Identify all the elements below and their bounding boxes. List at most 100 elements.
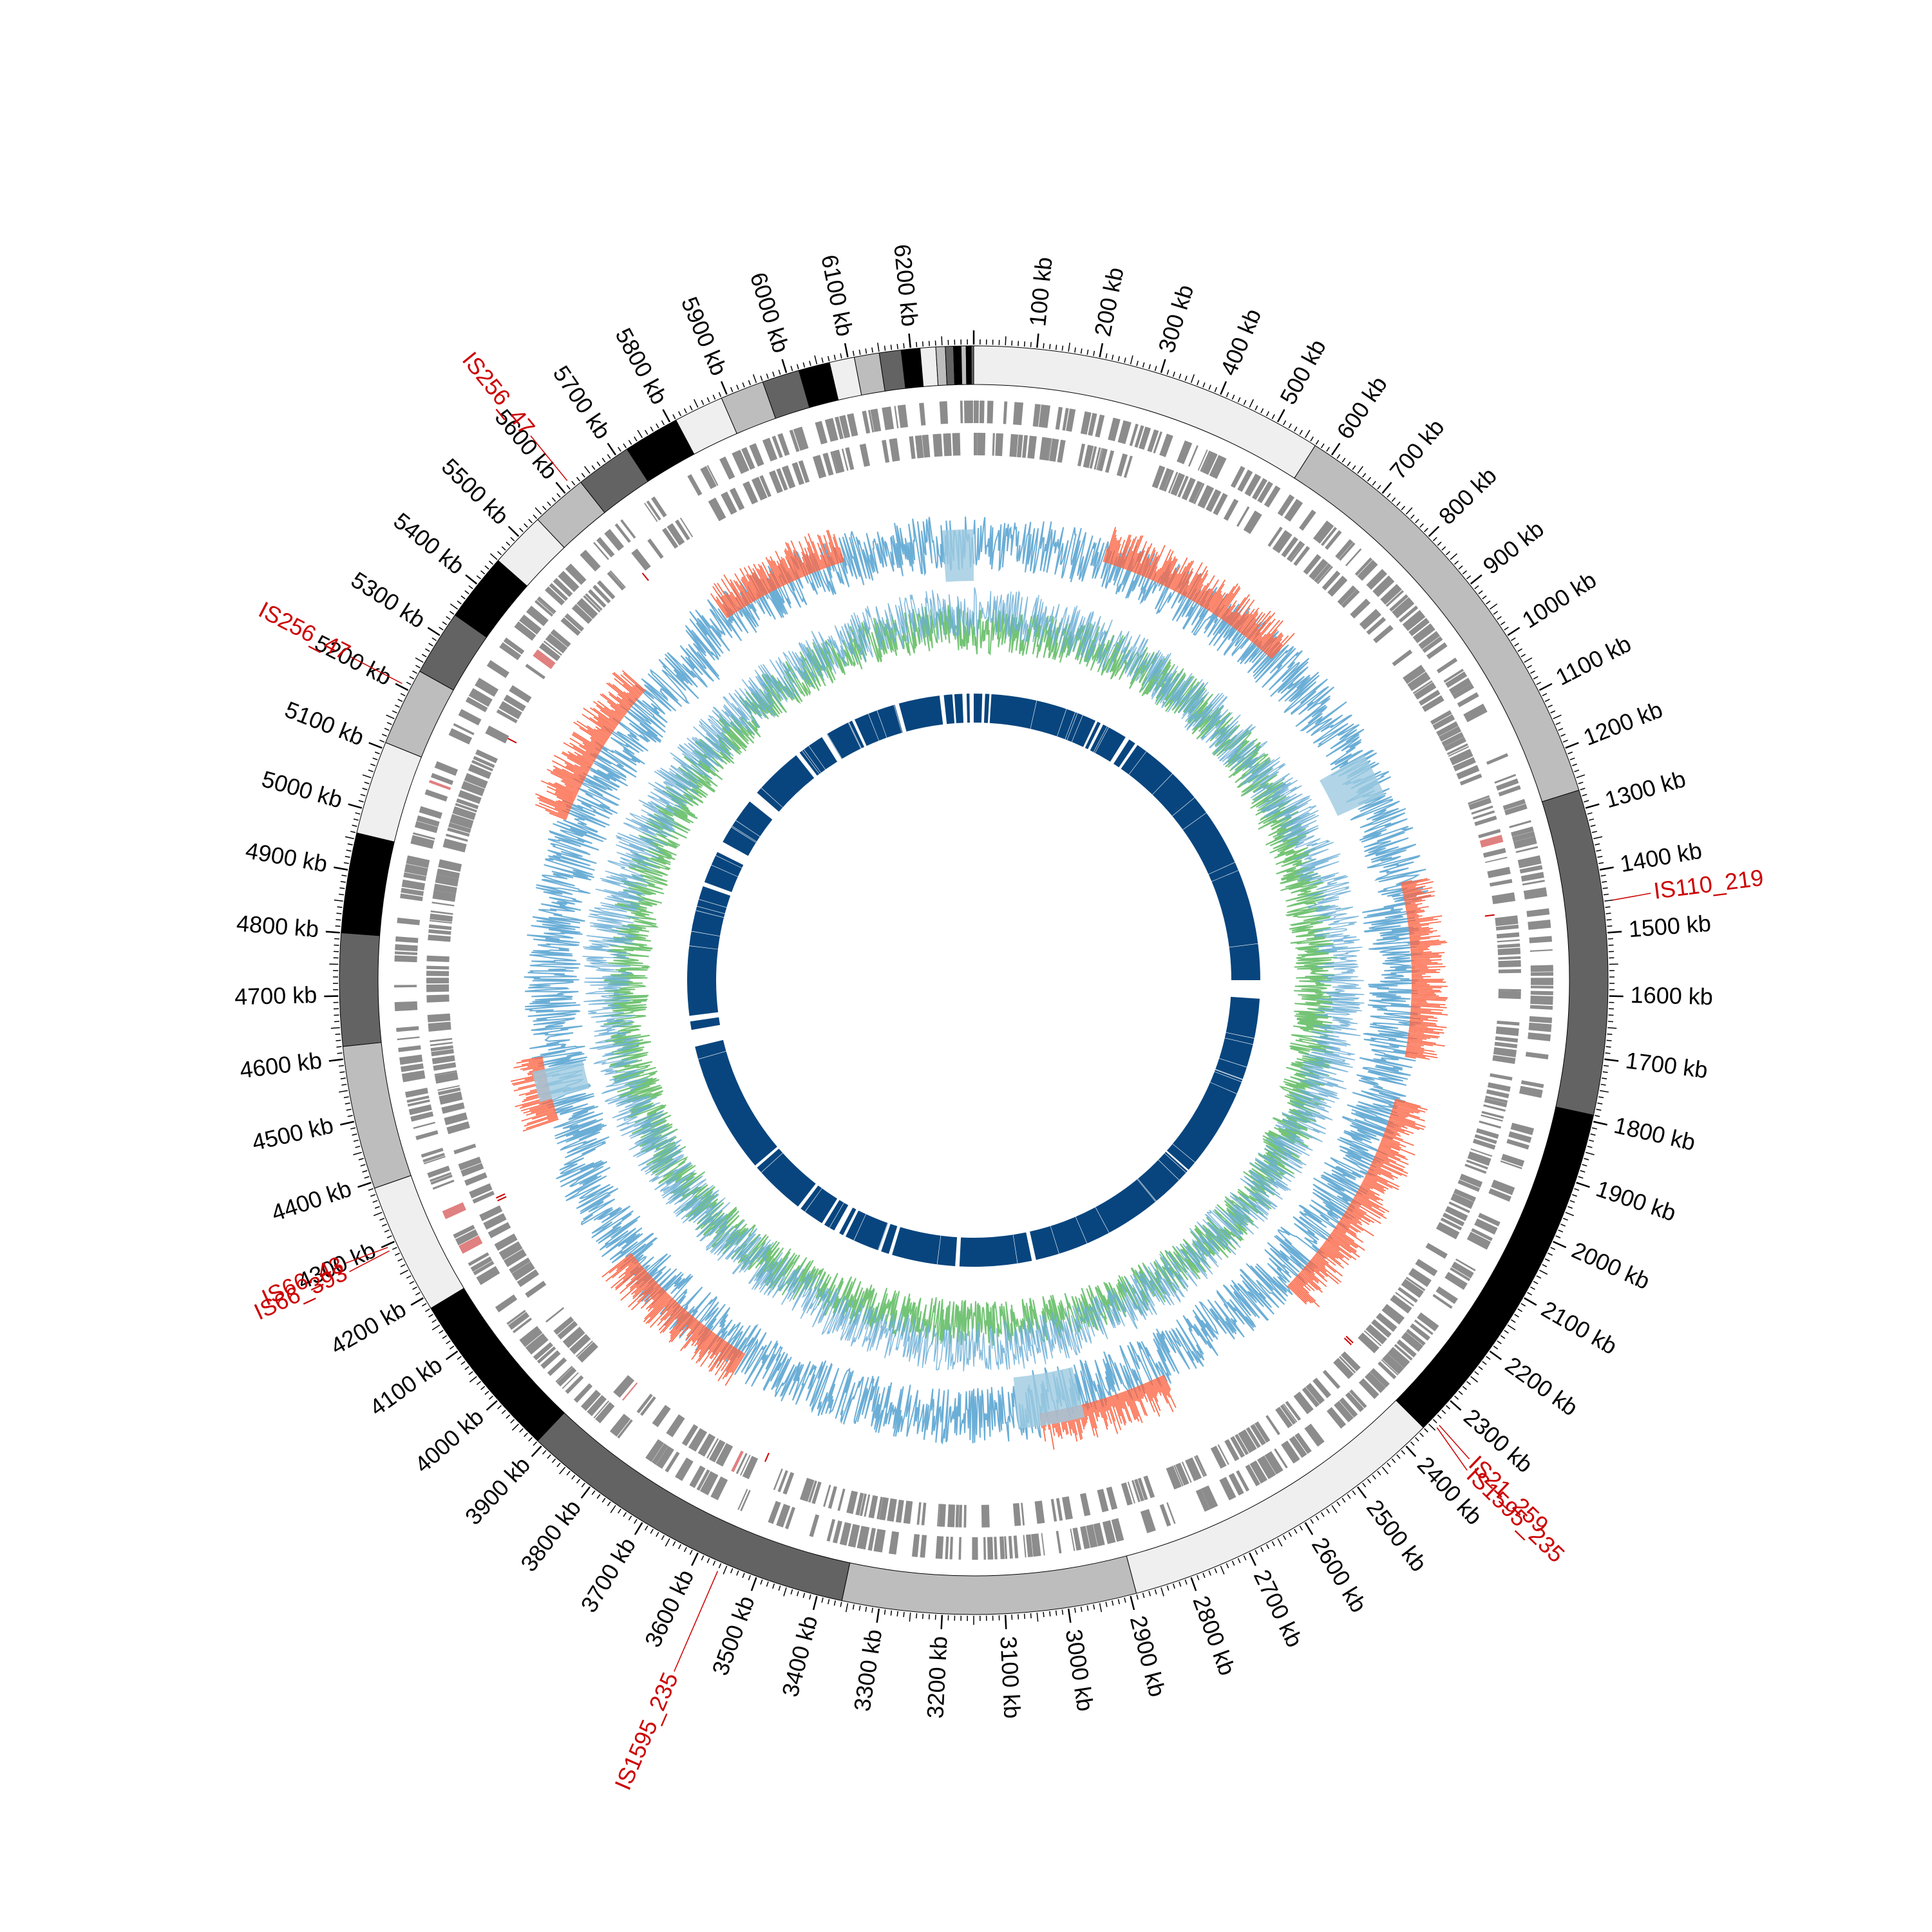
tick-mark [542, 1450, 547, 1455]
tick-mark [431, 637, 437, 641]
tick-mark [623, 1512, 627, 1517]
gc-skew-bar [1361, 1184, 1370, 1189]
gc-skew-bar [601, 1253, 632, 1278]
gc-skew-bar [1401, 878, 1430, 887]
gene-feature [1312, 1378, 1332, 1399]
gc-skew-bar [1367, 1172, 1388, 1184]
gene-feature [1250, 1424, 1266, 1446]
gc-skew-bar [547, 768, 582, 787]
gene-feature [1432, 1294, 1453, 1309]
gc-skew-bar [1308, 1262, 1320, 1273]
tick-mark [425, 1308, 430, 1312]
tick-label: 6000 kb [745, 269, 795, 356]
gc-skew-bar [670, 1314, 692, 1339]
gc-skew-bar [1121, 556, 1127, 569]
gene-feature [397, 917, 421, 925]
tick-mark [1514, 1314, 1519, 1318]
gc-skew-bar [1265, 635, 1283, 655]
gc-skew-bar [826, 530, 838, 564]
gene-feature [427, 1166, 450, 1179]
gene-feature [1510, 1122, 1535, 1135]
tick-label: 4600 kb [238, 1047, 323, 1084]
gc-skew-bar [629, 692, 638, 700]
tick-mark [1517, 648, 1522, 652]
tick-mark [556, 493, 561, 498]
karyotype-segment [374, 1175, 464, 1309]
tick-mark [1514, 643, 1519, 647]
gc-skew-bar [1173, 566, 1187, 591]
gene-feature [1529, 936, 1553, 943]
gene-feature [456, 798, 479, 810]
gc-skew-bar [632, 686, 642, 696]
gene-feature [620, 519, 636, 539]
gc-skew-bar [1116, 556, 1121, 567]
gene-feature [1245, 1426, 1261, 1448]
tick-mark [1086, 1605, 1089, 1611]
gene-feature [395, 936, 419, 943]
gc-skew-bar [1269, 644, 1283, 658]
gene-feature [469, 1183, 493, 1198]
tick-mark [1105, 1602, 1108, 1607]
gene-feature [407, 1099, 430, 1107]
gc-skew-bar [582, 754, 594, 762]
alignment-separator [761, 1153, 783, 1173]
tick-mark [1283, 420, 1287, 426]
gc-skew-bar [1367, 1171, 1400, 1188]
gc-skew-bar [708, 1336, 719, 1350]
gc-skew-bar [1135, 1387, 1148, 1417]
gc-skew-bar [777, 565, 788, 585]
alignment-separator [1012, 1235, 1018, 1264]
gc-skew-bar [1249, 615, 1271, 641]
alignment-separator [1050, 1226, 1059, 1254]
gc-skew-bar [611, 709, 623, 719]
gene-feature [1121, 1482, 1133, 1506]
tick-mark [1424, 1428, 1428, 1433]
tick-mark [379, 1218, 385, 1221]
gene-feature [395, 944, 418, 952]
gc-skew-bar [1404, 895, 1435, 902]
gene-feature [566, 613, 585, 630]
gc-skew-bar [576, 755, 593, 765]
gc-skew-bar [623, 691, 636, 703]
gene-feature [1481, 1110, 1504, 1119]
gc-skew-bar [608, 691, 630, 710]
tick-mark [909, 1613, 911, 1622]
gc-skew-bar [1388, 1120, 1405, 1127]
tick-mark [1571, 763, 1577, 766]
gene-feature [776, 468, 788, 491]
gc-skew-bar [1390, 1115, 1426, 1128]
gene-feature [1466, 1159, 1488, 1170]
alignment-separator [1226, 1032, 1255, 1039]
gene-feature [459, 1235, 483, 1254]
tick-mark [1524, 657, 1533, 663]
gc-skew-bar [1341, 1217, 1351, 1225]
gc-skew-bar [709, 1339, 724, 1359]
gc-skew-bar [1350, 1203, 1367, 1214]
gc-skew-bar [1410, 942, 1448, 946]
tick-label: 4200 kb [326, 1296, 410, 1360]
gc-skew-bar [650, 1286, 662, 1298]
gc-skew-bar [820, 554, 826, 569]
gc-skew-bar [770, 556, 785, 586]
gc-skew-bar [1146, 1382, 1154, 1398]
gene-feature [435, 875, 459, 887]
gc-skew-bar [1408, 1028, 1444, 1034]
gene-feature [1202, 451, 1218, 475]
gc-skew-bar [1159, 557, 1173, 584]
tick-mark [1179, 374, 1182, 379]
tick-mark [1130, 1596, 1135, 1611]
gc-skew-bar [1324, 1241, 1350, 1261]
gene-feature [938, 1504, 946, 1527]
gc-skew-bar [1410, 1010, 1442, 1014]
tick-mark [1130, 355, 1133, 365]
gc-skew-bar [1089, 1402, 1098, 1429]
gene-feature [1080, 1526, 1090, 1549]
gene-feature [1224, 1439, 1240, 1461]
gene-feature [475, 677, 499, 697]
tick-mark [1208, 384, 1211, 390]
gc-skew-bar [546, 790, 574, 804]
gc-skew-bar [607, 701, 626, 715]
tick-mark [360, 1164, 366, 1167]
gene-feature [1392, 597, 1415, 619]
tick-mark [833, 1600, 836, 1606]
